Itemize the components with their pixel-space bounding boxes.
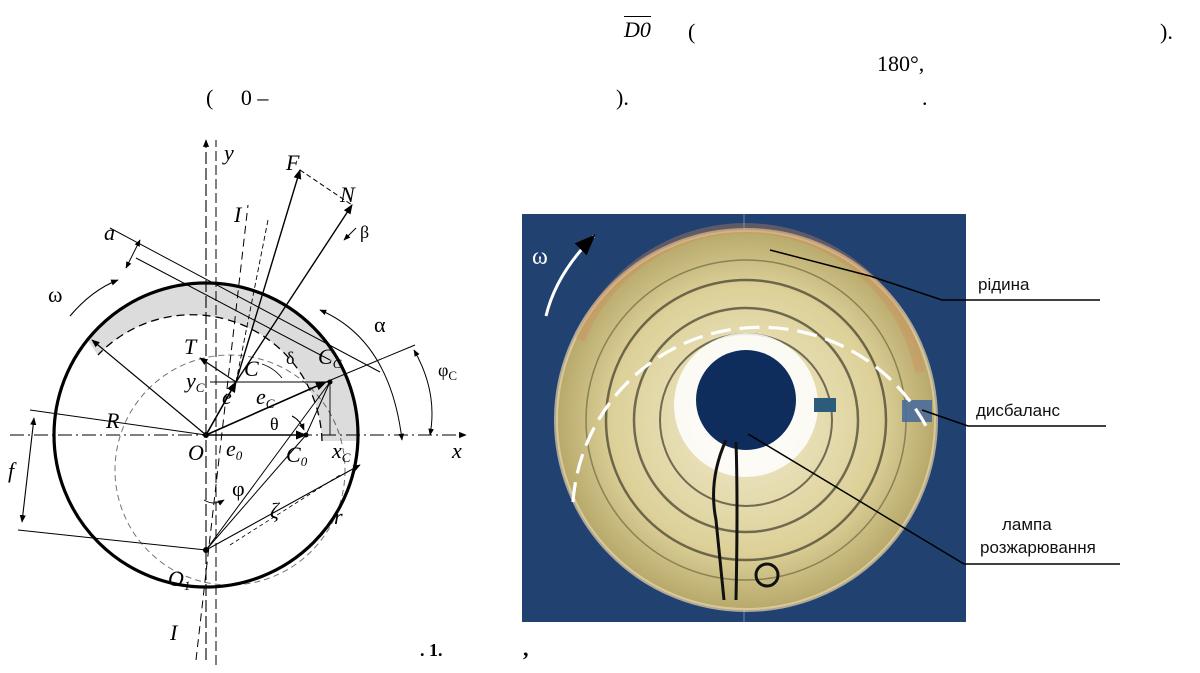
label-I-top: I [233,202,243,227]
label-x: x [451,438,462,463]
dim-beta [343,227,357,241]
point-O [203,432,209,438]
label-y: y [222,140,234,165]
vector-r [205,464,361,551]
label-Cc: CC [318,344,342,371]
axis-I-I-tilted [195,204,249,661]
callout-line-imbalance [921,409,1106,427]
callout-line-lamp [747,433,1120,565]
dim-zeta [229,474,341,546]
label-omega: ω [48,282,62,307]
caption-comma: , [523,636,529,661]
label-theta: θ [270,414,279,434]
vector-T [199,357,237,383]
photo-omega: ω [532,244,548,270]
inner-circle [114,354,346,586]
label-O1: O1 [168,566,190,593]
label-f: f [8,458,17,483]
line-F-N-dashed [299,169,353,206]
arc-alpha [319,309,405,441]
callout-liquid: рідина [978,275,1030,294]
liquid-marker-dashed [571,325,928,503]
label-phic: φC [438,360,457,383]
vector-F [235,169,302,383]
f-line-top [29,409,207,436]
rotor-photo: ω [522,214,966,622]
angle-text: 180°, [877,51,925,76]
point-Cc [327,379,333,385]
lamp-wire [712,439,728,601]
rotor-hub [696,350,796,450]
line-O1-Cc [205,381,331,551]
callout-line-liquid [769,249,1100,301]
label-N: N [339,182,356,207]
label-alpha: α [374,312,386,337]
paren-open: ( [688,19,696,44]
label-e: e [222,384,232,409]
arc-phi [203,499,225,506]
dim-a [125,239,141,269]
d0-symbol: D0 [624,16,651,42]
arc-theta [291,415,305,431]
label-C0: C0 [286,442,308,469]
caption-number: . 1. [420,640,443,660]
arc-delta [261,363,283,379]
liquid-arc-dashed [97,314,323,442]
point-O1 [203,547,209,553]
label-xc: xC [331,438,351,465]
callout-lamp: лампа розжарювання [980,515,1096,557]
vector-zeta [205,434,307,551]
label-T: T [184,334,198,359]
label-r: r [334,504,343,529]
callout-imbalance: дисбаланс [976,401,1060,420]
label-beta: β [360,222,369,242]
f-dimension [19,417,37,523]
label-yc: yC [184,368,205,395]
f-line-bottom [17,529,207,551]
vector-e [205,381,237,436]
vector-N [235,204,353,383]
a-line-1 [135,257,331,361]
arc-omega [69,279,119,317]
bearing-diagram: y x F N β I I a ω α T δ C CC yC e eC φC … [8,139,467,665]
label-I-bottom: I [169,620,179,645]
label-a: a [104,220,115,245]
vector-ec [205,381,328,436]
label-O: O [188,440,204,465]
omega-arrow [544,234,596,317]
label-phi: φ [232,476,245,501]
line-C-Cc-dashed [235,219,269,383]
vector-R [91,339,207,436]
label-C: C [244,356,259,381]
label-delta: δ [286,348,294,368]
label-F: F [285,150,300,175]
point-C0 [303,432,309,438]
dot-text: . [922,85,928,110]
paren-close: ). [1160,19,1173,44]
paren-zero-text: ( 0 – [206,85,269,110]
lamp-ring [754,562,780,588]
label-ec: eC [256,384,275,411]
paren-close-2: ). [616,85,629,110]
label-e0: e0 [226,436,243,463]
label-zeta: ζ [270,498,281,523]
arc-phic [413,349,434,436]
imbalance-mass [814,398,836,412]
label-R: R [105,408,120,433]
